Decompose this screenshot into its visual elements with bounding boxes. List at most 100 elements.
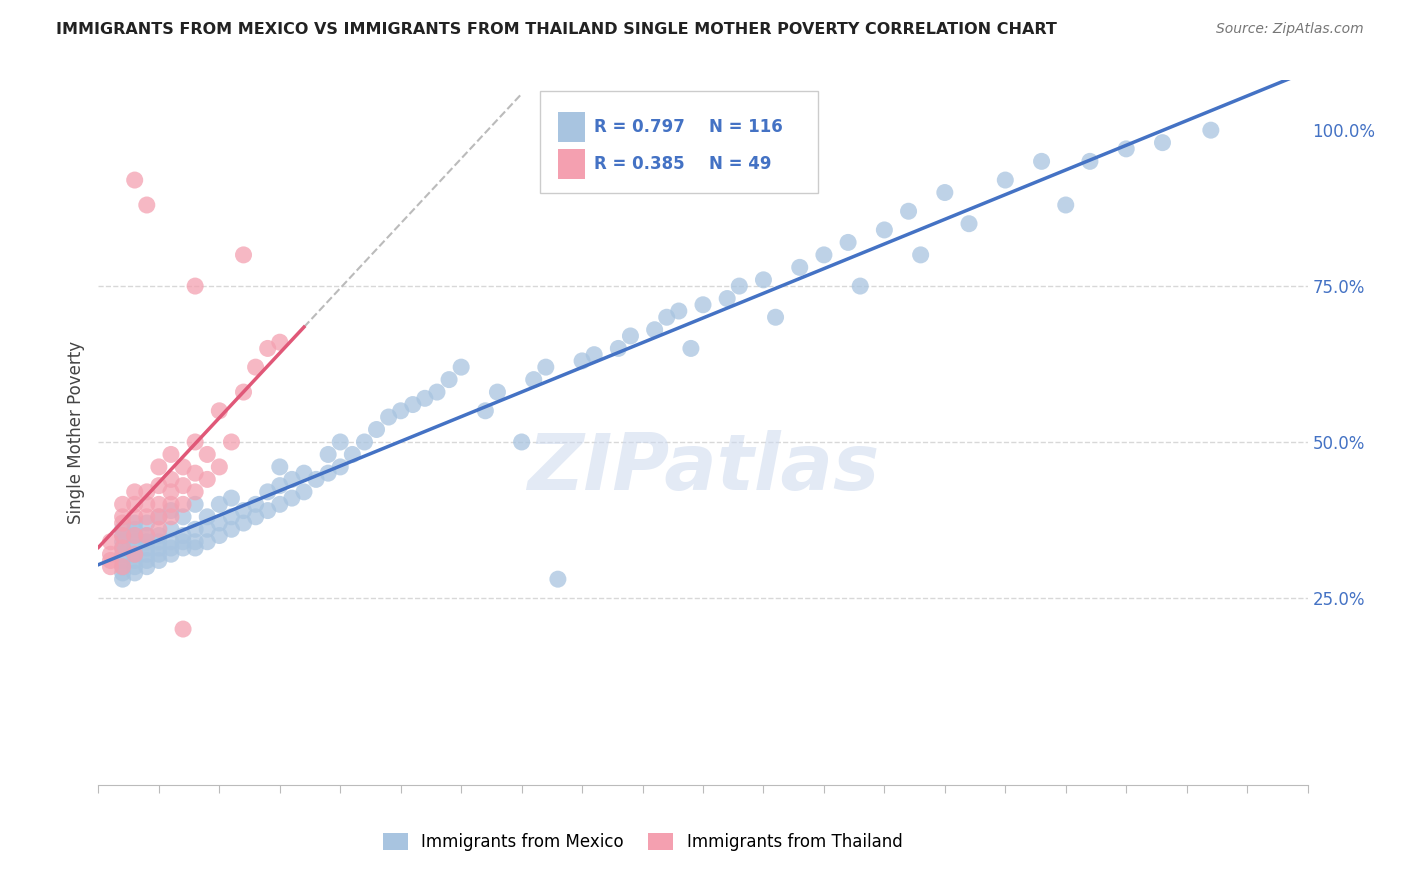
Point <box>195 534 218 549</box>
Point <box>124 522 146 536</box>
Point <box>668 304 690 318</box>
Point <box>329 459 352 474</box>
Point <box>172 478 194 492</box>
Point <box>148 547 170 561</box>
Point <box>100 559 122 574</box>
Point <box>957 217 980 231</box>
Point <box>124 534 146 549</box>
Point <box>160 534 183 549</box>
Point <box>172 497 194 511</box>
Point <box>111 516 134 530</box>
Point <box>934 186 956 200</box>
Point <box>111 559 134 574</box>
Point <box>160 484 183 499</box>
Point <box>184 522 207 536</box>
FancyBboxPatch shape <box>540 91 818 193</box>
Point <box>232 503 254 517</box>
Point <box>135 553 157 567</box>
Point <box>148 459 170 474</box>
Point <box>813 248 835 262</box>
Point <box>135 198 157 212</box>
Point <box>789 260 811 275</box>
Point <box>413 392 436 406</box>
FancyBboxPatch shape <box>558 149 585 179</box>
Point <box>208 528 231 542</box>
Point <box>135 516 157 530</box>
Point <box>221 491 243 505</box>
Point <box>111 553 134 567</box>
Point <box>450 360 472 375</box>
Point <box>148 509 170 524</box>
Point <box>269 335 291 350</box>
Point <box>547 572 569 586</box>
Point <box>897 204 920 219</box>
Point <box>329 434 352 449</box>
Point <box>232 248 254 262</box>
Point <box>366 423 388 437</box>
Point <box>426 385 449 400</box>
Point <box>124 566 146 580</box>
Point <box>619 329 641 343</box>
Point <box>474 404 496 418</box>
Point <box>208 459 231 474</box>
Point <box>148 478 170 492</box>
Point <box>1115 142 1137 156</box>
Point <box>184 497 207 511</box>
Point <box>510 434 533 449</box>
Point <box>571 354 593 368</box>
Point <box>160 522 183 536</box>
Point <box>716 292 738 306</box>
Point <box>184 279 207 293</box>
Point <box>160 509 183 524</box>
Point <box>124 497 146 511</box>
Point <box>135 534 157 549</box>
Point <box>111 547 134 561</box>
Point <box>752 273 775 287</box>
Point <box>184 434 207 449</box>
Point <box>135 497 157 511</box>
Point <box>1054 198 1077 212</box>
Point <box>100 553 122 567</box>
Point <box>124 547 146 561</box>
Point <box>269 478 291 492</box>
Point <box>837 235 859 250</box>
Point <box>655 310 678 325</box>
Point <box>100 534 122 549</box>
Point <box>148 553 170 567</box>
Point <box>124 528 146 542</box>
Point <box>124 547 146 561</box>
Point <box>135 484 157 499</box>
Point <box>644 323 666 337</box>
Point <box>256 503 278 517</box>
Point <box>111 572 134 586</box>
Point <box>245 360 267 375</box>
Point <box>910 248 932 262</box>
Point <box>342 447 364 461</box>
Point <box>184 541 207 555</box>
Point <box>208 404 231 418</box>
Point <box>135 509 157 524</box>
Point <box>221 509 243 524</box>
Text: N = 49: N = 49 <box>709 155 772 173</box>
Point <box>849 279 872 293</box>
Point <box>135 559 157 574</box>
Point <box>1152 136 1174 150</box>
Point <box>172 534 194 549</box>
Point <box>232 516 254 530</box>
Point <box>305 472 328 486</box>
Point <box>692 298 714 312</box>
Point <box>728 279 751 293</box>
Point <box>111 522 134 536</box>
Point <box>353 434 375 449</box>
Point <box>281 491 304 505</box>
Point <box>160 497 183 511</box>
Point <box>124 173 146 187</box>
Point <box>124 509 146 524</box>
Legend: Immigrants from Mexico, Immigrants from Thailand: Immigrants from Mexico, Immigrants from … <box>375 826 910 858</box>
Point <box>221 522 243 536</box>
Point <box>1199 123 1222 137</box>
Point <box>148 497 170 511</box>
Point <box>111 541 134 555</box>
Point <box>534 360 557 375</box>
Point <box>1031 154 1053 169</box>
